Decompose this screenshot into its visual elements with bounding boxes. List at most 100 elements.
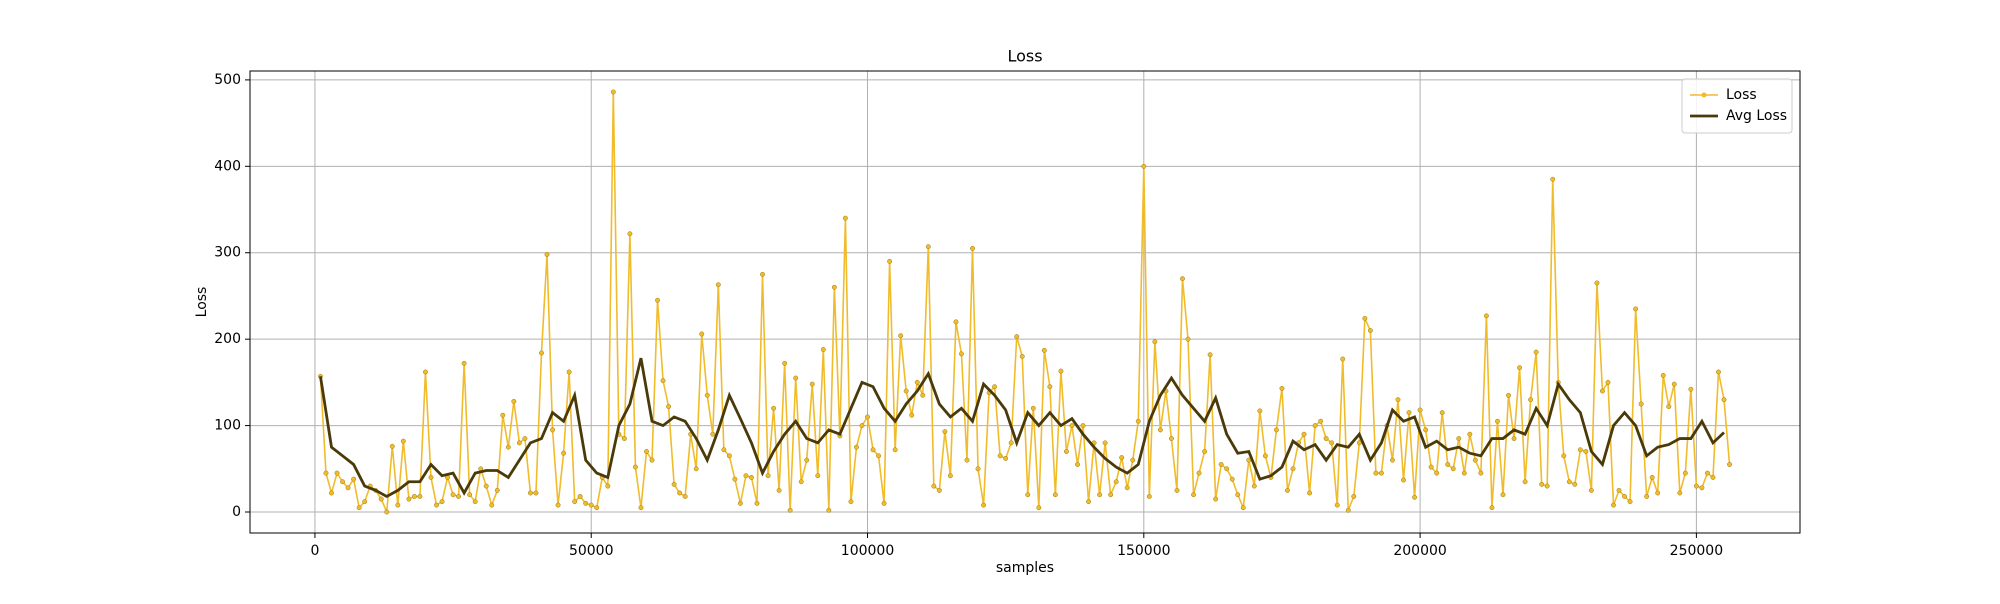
point-marker <box>660 378 666 384</box>
point-marker <box>1329 440 1335 446</box>
point-marker <box>914 379 920 385</box>
point-marker <box>1312 423 1318 429</box>
point-marker <box>1539 481 1545 487</box>
point-marker <box>1168 436 1174 441</box>
point-marker <box>1445 462 1451 467</box>
point-marker <box>1202 449 1208 454</box>
point-marker <box>1378 470 1384 476</box>
point-marker <box>1141 163 1147 169</box>
point-marker <box>456 493 462 499</box>
point-marker <box>1655 490 1661 496</box>
point-marker <box>992 384 998 390</box>
point-marker <box>621 436 627 441</box>
point-marker <box>1251 483 1257 489</box>
point-marker <box>1544 483 1550 489</box>
point-marker <box>384 509 390 515</box>
point-marker <box>1019 353 1025 359</box>
point-marker <box>671 481 677 487</box>
point-marker <box>1644 493 1650 499</box>
point-marker <box>1561 453 1567 459</box>
point-marker <box>848 499 854 505</box>
point-marker <box>1362 315 1368 321</box>
point-marker <box>550 427 555 433</box>
x-tick-label: 100000 <box>841 543 894 559</box>
point-marker <box>1130 457 1136 463</box>
x-tick-label: 150000 <box>1117 543 1170 559</box>
point-marker <box>820 347 826 352</box>
point-marker <box>594 505 600 511</box>
point-marker <box>1688 386 1694 392</box>
point-marker <box>1483 313 1489 319</box>
point-marker <box>1373 470 1379 476</box>
x-tick-label: 250000 <box>1670 543 1723 559</box>
point-marker <box>1495 418 1500 424</box>
point-marker <box>351 476 357 482</box>
point-marker <box>1334 502 1340 508</box>
point-marker <box>1478 470 1484 476</box>
point-marker <box>1279 385 1285 391</box>
point-marker <box>467 492 473 498</box>
y-axis-label: Loss <box>194 287 210 318</box>
point-marker <box>544 252 550 257</box>
point-marker <box>1390 457 1395 463</box>
point-marker <box>1052 492 1058 498</box>
point-marker <box>1207 352 1213 358</box>
point-marker <box>434 502 439 508</box>
x-tick-label: 200000 <box>1393 543 1446 559</box>
point-marker <box>981 502 987 508</box>
point-marker <box>561 450 567 456</box>
point-marker <box>1671 381 1677 387</box>
point-marker <box>1080 423 1086 429</box>
point-marker <box>555 502 561 508</box>
point-marker <box>1185 336 1191 342</box>
point-marker <box>1191 492 1196 498</box>
point-marker <box>1550 176 1556 182</box>
point-marker <box>1721 397 1727 403</box>
plot-area <box>250 71 1800 533</box>
point-marker <box>1075 462 1080 467</box>
point-marker <box>1699 485 1705 491</box>
point-marker <box>1588 487 1594 493</box>
point-marker <box>743 473 749 479</box>
point-marker <box>389 443 395 449</box>
point-marker <box>1097 492 1103 498</box>
point-marker <box>483 483 489 489</box>
point-marker <box>1566 479 1572 485</box>
point-marker <box>1594 280 1600 286</box>
point-marker <box>1180 276 1185 282</box>
point-marker <box>842 215 848 221</box>
point-marker <box>953 319 959 325</box>
point-marker <box>760 271 765 277</box>
point-marker <box>737 500 743 506</box>
point-marker <box>605 483 611 489</box>
point-marker <box>1622 493 1628 499</box>
point-marker <box>610 89 616 95</box>
point-marker <box>395 502 401 508</box>
point-marker <box>362 499 368 505</box>
point-marker <box>1030 405 1036 411</box>
y-tick-label: 400 <box>214 158 241 174</box>
point-marker <box>931 483 937 489</box>
point-marker <box>649 457 655 463</box>
point-marker <box>1472 457 1478 463</box>
point-marker <box>1157 427 1163 433</box>
point-marker <box>1108 492 1114 498</box>
point-marker <box>1649 474 1655 480</box>
point-marker <box>1124 485 1130 491</box>
point-marker <box>1047 384 1053 390</box>
point-marker <box>892 447 898 453</box>
point-marker <box>1627 499 1633 505</box>
point-marker <box>831 284 837 290</box>
point-marker <box>329 490 334 496</box>
point-marker <box>1146 493 1152 499</box>
point-marker <box>417 493 423 499</box>
point-marker <box>826 507 832 513</box>
point-marker <box>1716 369 1721 375</box>
x-axis-label: samples <box>996 560 1054 576</box>
point-marker <box>881 500 887 506</box>
point-marker <box>732 476 738 482</box>
point-marker <box>1605 379 1611 385</box>
point-marker <box>1351 493 1357 499</box>
point-marker <box>1340 356 1346 362</box>
